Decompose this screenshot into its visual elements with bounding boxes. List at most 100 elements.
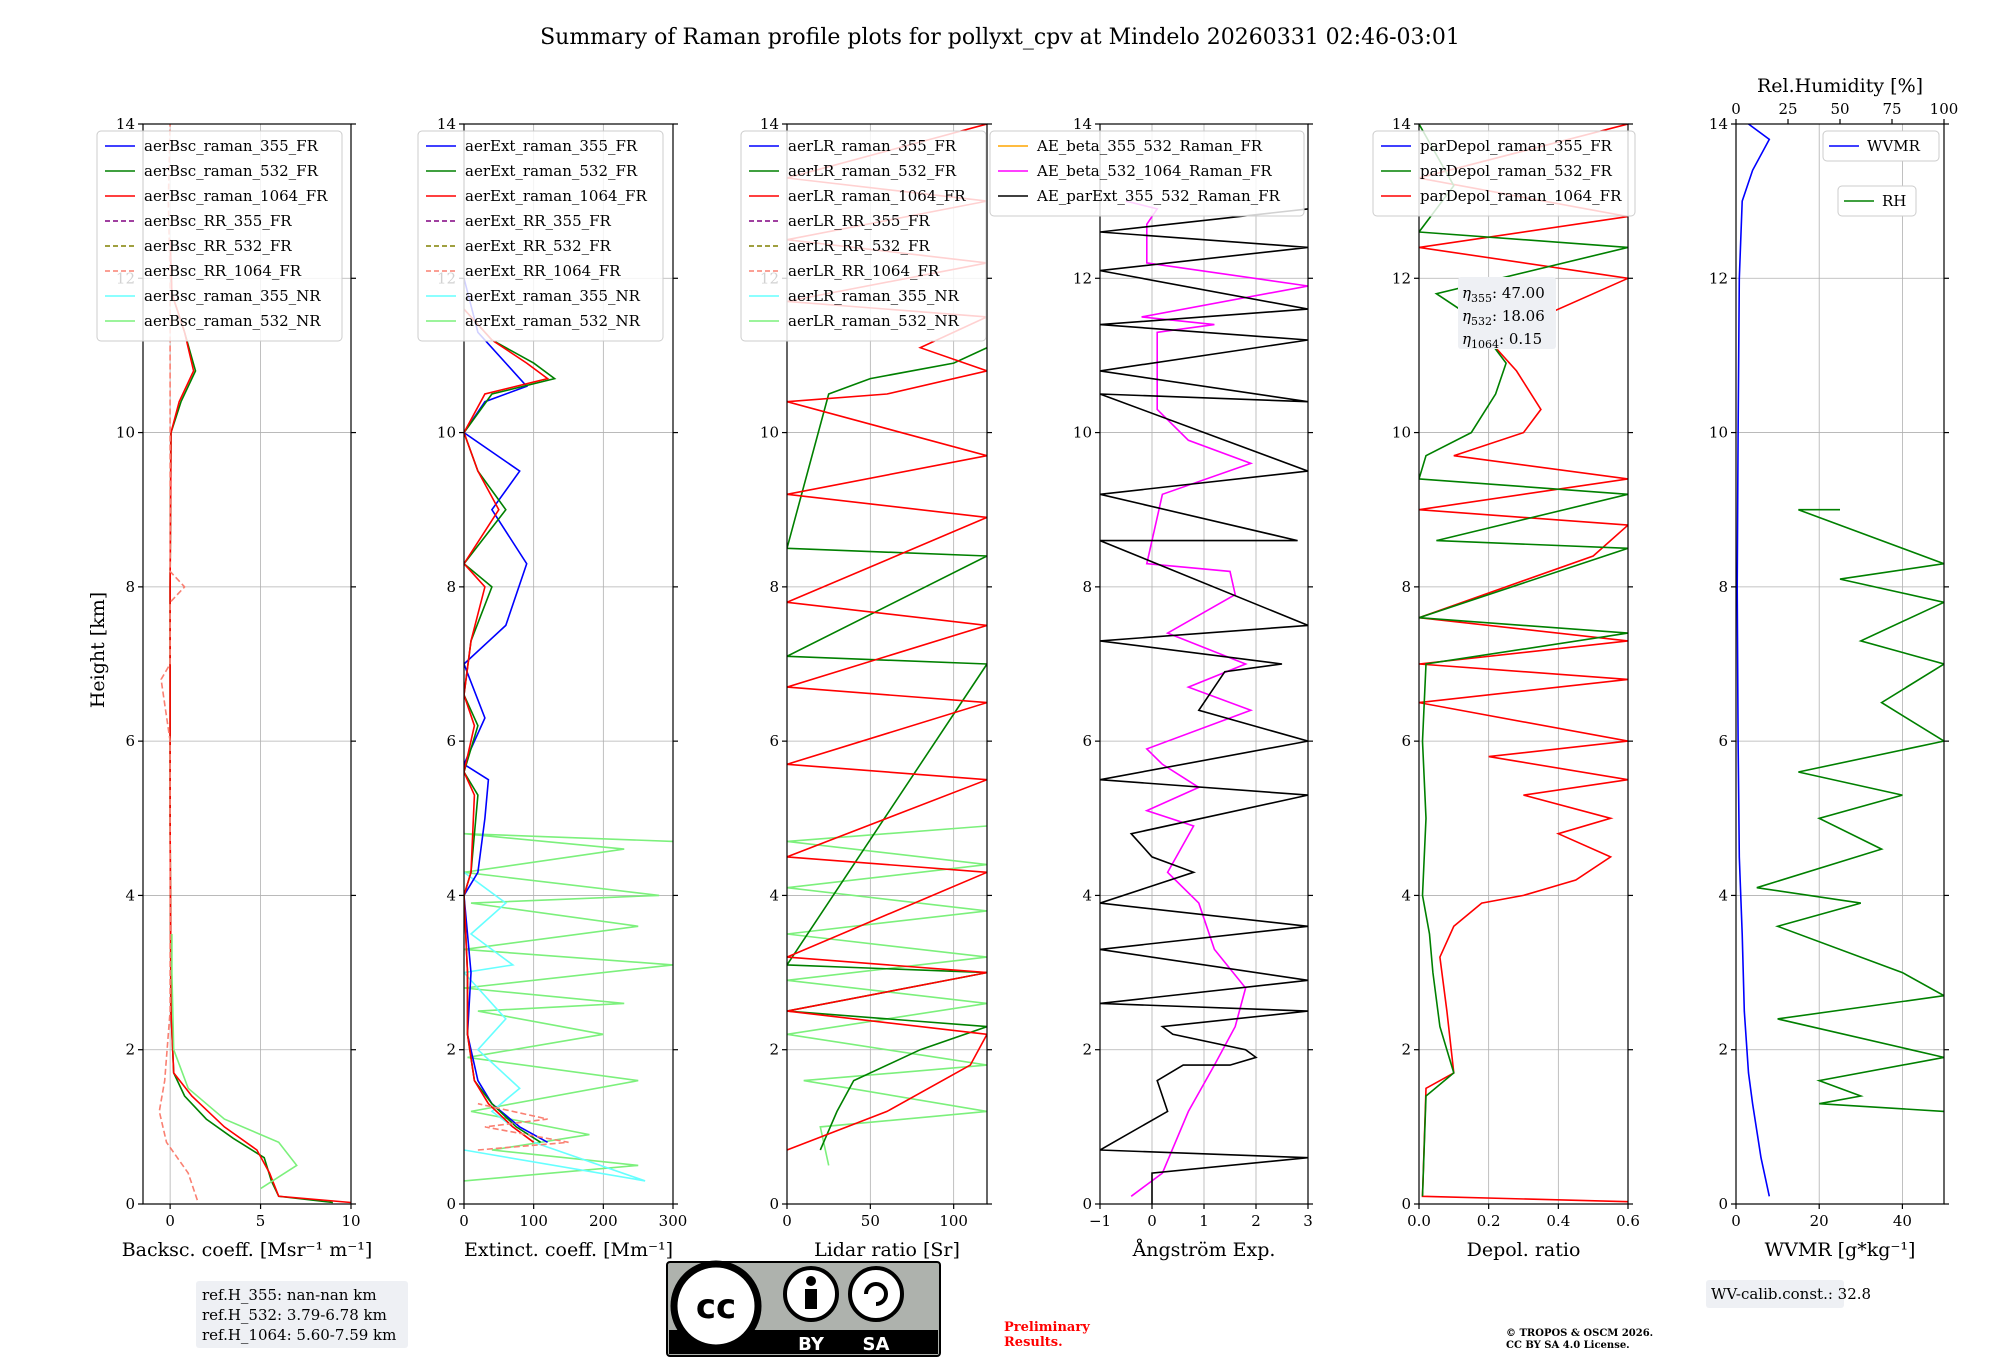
- legend-label: aerLR_RR_532_FR: [788, 237, 930, 255]
- axes-frame: [142, 123, 352, 1205]
- series-group: [1736, 124, 1944, 1197]
- y-tick-label: 14: [116, 115, 135, 133]
- legend-label: aerBsc_RR_1064_FR: [144, 262, 302, 280]
- series-line-AE_beta_532_1064_Raman_FR: [1125, 200, 1308, 1197]
- share-alike-icon: [848, 1266, 904, 1322]
- y-tick-label: 0: [1401, 1195, 1411, 1213]
- ref-height-355: ref.H_355: nan-nan km: [202, 1286, 377, 1304]
- legend-label: aerBsc_raman_355_NR: [144, 287, 321, 305]
- y-tick-label: 4: [125, 886, 135, 904]
- wv-calib-box: [1706, 1280, 1844, 1308]
- y-tick-label: 2: [1718, 1041, 1728, 1059]
- y-tick-label: 6: [769, 732, 779, 750]
- legend-label: aerLR_RR_1064_FR: [788, 262, 940, 280]
- panel-depol: 0 2 4 6 8 10 12 14 0.0 0.2 0.4 0.6 Depol. ratio parDe…: [1372, 115, 1640, 1261]
- x-tick-label: 10: [341, 1212, 360, 1230]
- series-group: [1100, 200, 1308, 1204]
- top-x-tick-label: 0: [1731, 100, 1741, 118]
- eta-subscript: 355: [1471, 292, 1492, 305]
- series-line-aerExt_raman_532_NR: [464, 832, 673, 1182]
- legend-box: [1837, 185, 1917, 217]
- y-tick-label: 0: [1082, 1195, 1092, 1213]
- y-tick-label: 0: [125, 1195, 135, 1213]
- series-line-aerExt_raman_355_NR: [464, 871, 646, 1182]
- x-tick-label: 50: [861, 1212, 880, 1230]
- legend-label: RH: [1882, 192, 1906, 210]
- legend-label: aerBsc_raman_1064_FR: [144, 187, 328, 205]
- legend-label: aerExt_raman_532_FR: [465, 162, 638, 180]
- legend-label: aerExt_raman_355_NR: [465, 287, 641, 305]
- legend-label: aerExt_RR_1064_FR: [465, 262, 621, 280]
- panels: 024681012140510Backsc. coeff. [Msr⁻¹ m⁻¹…: [96, 75, 1958, 1308]
- legend-label: parDepol_raman_355_FR: [1420, 137, 1613, 155]
- reference-heights-box: ref.H_355: nan-nan km ref.H_532: 3.79-6.…: [196, 1281, 408, 1348]
- series-line-RH: [1756, 508, 1944, 1113]
- top-x-tick-label: 25: [1778, 100, 1797, 118]
- legend-label: aerBsc_raman_355_FR: [144, 137, 319, 155]
- x-tick-label: 1: [1199, 1212, 1209, 1230]
- x-tick-label: −1: [1089, 1212, 1111, 1230]
- x-tick-label: 2: [1251, 1212, 1261, 1230]
- axes-frame: [786, 123, 988, 1205]
- copyright-line1: © TROPOS & OSCM 2026.: [1506, 1328, 1653, 1339]
- y-tick-label: 14: [1073, 115, 1092, 133]
- eta-value: : 0.15: [1499, 330, 1542, 348]
- preliminary-line2: Results.: [1004, 1335, 1063, 1350]
- y-tick-label: 0: [769, 1195, 779, 1213]
- top-x-tick-label: 50: [1830, 100, 1849, 118]
- x-tick-label: 3: [1303, 1212, 1313, 1230]
- legend-label: aerBsc_RR_355_FR: [144, 212, 292, 230]
- y-tick-label: 8: [1401, 578, 1411, 596]
- legend-label: aerBsc_RR_532_FR: [144, 237, 292, 255]
- eta-symbol: η: [1462, 284, 1471, 302]
- y-tick-label: 6: [1718, 732, 1728, 750]
- y-tick-label: 14: [1392, 115, 1411, 133]
- y-axis-label: Height [km]: [87, 592, 109, 708]
- series-line-aerBsc_raman_532_FR: [169, 239, 333, 1204]
- y-tick-label: 10: [1392, 424, 1411, 442]
- x-axis-label: Depol. ratio: [1467, 1239, 1581, 1261]
- x-axis-label: Lidar ratio [Sr]: [814, 1239, 960, 1261]
- legend-label: aerLR_raman_355_NR: [788, 287, 959, 305]
- y-tick-label: 6: [446, 732, 456, 750]
- legend-box: [96, 130, 343, 342]
- cc-by-sa-logo: cc BY SA: [666, 1260, 941, 1357]
- x-tick-label: 40: [1893, 1212, 1912, 1230]
- y-tick-label: 2: [769, 1041, 779, 1059]
- series-line-parDepol_raman_532_FR: [1419, 124, 1628, 1197]
- eta-symbol: η: [1462, 330, 1471, 348]
- x-axis-label: WVMR [g*kg⁻¹]: [1765, 1239, 1916, 1261]
- series-line-aerBsc_raman_1064_FR: [169, 239, 351, 1204]
- y-tick-label: 14: [760, 115, 779, 133]
- eta-subscript: 1064: [1471, 338, 1499, 351]
- series-group: [1419, 124, 1628, 1203]
- preliminary-line1: Preliminary: [1004, 1320, 1090, 1335]
- y-tick-label: 8: [446, 578, 456, 596]
- eta-box: [1458, 277, 1556, 349]
- y-tick-label: 8: [1718, 578, 1728, 596]
- person-body-icon: [805, 1289, 817, 1309]
- eta-annotation: η355: 47.00: [1462, 284, 1545, 305]
- legend-label: aerLR_raman_532_NR: [788, 312, 959, 330]
- y-tick-label: 10: [1073, 424, 1092, 442]
- y-tick-label: 4: [446, 886, 456, 904]
- top-x-tick-label: 75: [1882, 100, 1901, 118]
- y-tick-label: 6: [125, 732, 135, 750]
- series-group: [158, 124, 351, 1204]
- legend-label: aerBsc_raman_532_FR: [144, 162, 319, 180]
- y-tick-label: 2: [446, 1041, 456, 1059]
- legend-label: aerLR_raman_532_FR: [788, 162, 957, 180]
- figure-title: Summary of Raman profile plots for polly…: [540, 25, 1460, 50]
- y-tick-label: 2: [1401, 1041, 1411, 1059]
- ref-height-1064: ref.H_1064: 5.60-7.59 km: [202, 1326, 396, 1344]
- series-line-aerExt_raman_1064_FR: [464, 308, 550, 1143]
- series-group: [464, 278, 673, 1182]
- y-tick-label: 8: [125, 578, 135, 596]
- x-tick-label: 300: [659, 1212, 688, 1230]
- axes-frame: [1735, 123, 1945, 1205]
- x-tick-label: 0: [165, 1212, 175, 1230]
- eta-annotation: η1064: 0.15: [1462, 330, 1542, 351]
- series-line-AE_parExt_355_532_Raman_FR: [1100, 208, 1308, 1204]
